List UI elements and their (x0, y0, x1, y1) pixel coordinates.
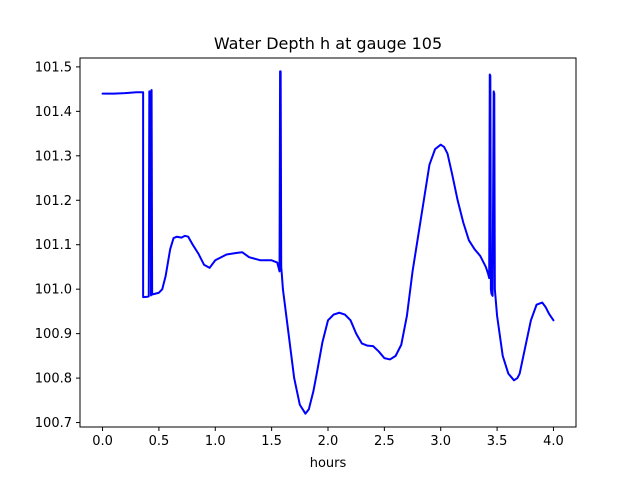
x-tick-label: 2.5 (374, 434, 395, 449)
x-tick-label: 4.0 (543, 434, 564, 449)
chart-title: Water Depth h at gauge 105 (214, 34, 442, 53)
y-axis: 100.7 100.8 100.9 101.0 101.1 101.2 101.3 101.4… (35, 60, 80, 431)
y-tick-label: 101.3 (35, 149, 72, 164)
x-tick-label: 1.5 (261, 434, 282, 449)
series-layer (101, 70, 555, 415)
x-axis-label: hours (310, 456, 347, 471)
y-tick-label: 101.1 (35, 238, 72, 253)
series-line-0 (101, 70, 555, 415)
x-tick-label: 0.5 (149, 434, 170, 449)
y-tick-label: 100.8 (35, 372, 72, 387)
y-tick-label: 100.7 (35, 416, 72, 431)
y-tick-label: 100.9 (35, 327, 72, 342)
x-tick-label: 0.0 (92, 434, 113, 449)
x-tick-label: 3.0 (430, 434, 451, 449)
x-axis: 0.0 0.5 1.0 1.5 2.0 2.5 3.0 3.5 4.0 (92, 427, 564, 449)
x-tick-label: 2.0 (318, 434, 339, 449)
x-tick-label: 1.0 (205, 434, 226, 449)
y-tick-label: 101.5 (35, 60, 72, 75)
y-tick-label: 101.2 (35, 194, 72, 209)
y-tick-label: 101.0 (35, 283, 72, 298)
x-tick-label: 3.5 (487, 434, 508, 449)
y-tick-label: 101.4 (35, 105, 72, 120)
